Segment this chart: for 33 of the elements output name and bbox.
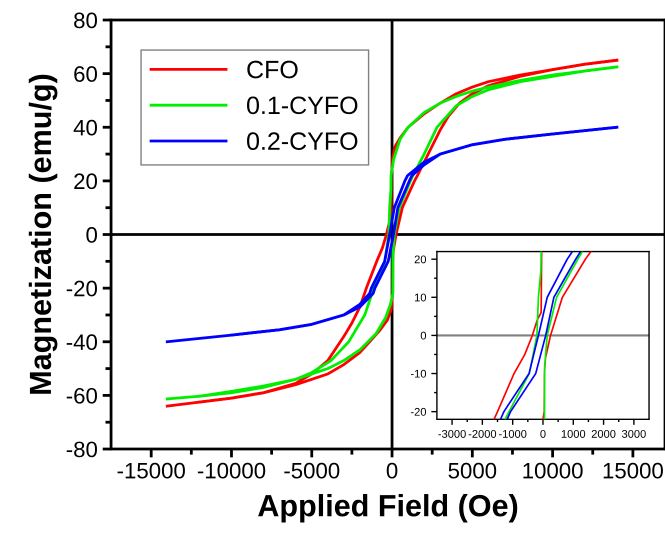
x-tick-label: 2000 <box>592 430 616 438</box>
legend-label: 0.1-CYFO <box>247 96 358 114</box>
y-tick-label: -80 <box>66 442 97 458</box>
x-tick-label: 10000 <box>523 462 583 479</box>
x-axis-title: Applied Field (Oe) <box>258 494 518 523</box>
y-tick-label: 10 <box>414 294 426 302</box>
y-tick-label: -20 <box>66 280 97 296</box>
y-tick-label: -20 <box>410 408 426 416</box>
x-tick-label: 3000 <box>622 430 646 438</box>
legend-label: 0.2-CYFO <box>247 132 358 150</box>
x-tick-label: -5000 <box>284 462 340 479</box>
y-tick-label: 60 <box>74 66 97 82</box>
x-tick-label: -3000 <box>438 430 466 438</box>
y-tick-label: 40 <box>74 120 97 136</box>
x-tick-label: 0 <box>386 462 398 479</box>
x-tick-label: -15000 <box>118 462 185 479</box>
y-tick-label: -60 <box>66 388 97 404</box>
y-tick-label: 0 <box>420 332 426 340</box>
y-tick-label: 0 <box>86 227 97 243</box>
x-tick-label: -10000 <box>198 462 266 479</box>
y-tick-label: 20 <box>414 255 426 264</box>
y-tick-label: 80 <box>74 12 97 28</box>
x-tick-label: -2000 <box>468 430 496 438</box>
x-tick-label: 15000 <box>604 462 663 479</box>
y-axis-title: Magnetization (emu/g) <box>28 74 58 394</box>
y-tick-label: -40 <box>66 334 97 350</box>
y-tick-label: -10 <box>410 370 426 378</box>
x-tick-label: 5000 <box>448 462 496 479</box>
x-tick-label: 1000 <box>562 430 586 438</box>
legend-label: CFO <box>247 60 298 78</box>
x-tick-label: 0 <box>540 430 546 438</box>
y-tick-label: 20 <box>74 173 97 190</box>
x-tick-label: -1000 <box>498 430 526 438</box>
